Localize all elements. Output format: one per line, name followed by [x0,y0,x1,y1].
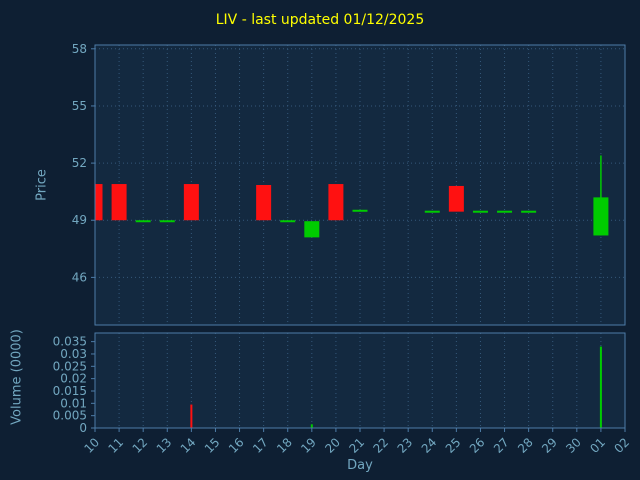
candles-layer [95,155,609,238]
x-tick-label: 20 [322,435,343,456]
volume-axis-label: Volume (0000) [9,329,25,425]
x-tick-label: 02 [611,435,632,456]
price-panel-border [94,44,626,326]
price-tick-label: 58 [72,42,87,56]
x-axis-label: Day [347,458,373,473]
volume-bar-day-01 [599,346,602,428]
volume-tick-label: 0 [79,421,87,435]
volume-tick-label: 0.02 [60,372,87,386]
x-tick-label: 26 [467,435,488,456]
candle-body-day-17 [256,185,272,221]
candle-body-day-25 [448,185,464,212]
candle-body-day-11 [111,184,127,221]
x-tick-label: 13 [154,435,175,456]
candle-body-day-18 [280,220,296,223]
candle-body-day-24 [424,210,440,213]
volume-tick-label: 0.015 [53,384,87,398]
candle-body-day-12 [135,220,151,223]
x-tick-label: 10 [81,435,102,456]
volume-panel-background [95,333,625,428]
x-tick-label: 14 [178,435,199,456]
candle-body-day-26 [472,210,488,213]
x-tick-label: 21 [346,435,367,456]
volume-tick-label: 0.01 [60,396,87,410]
price-tick-label: 46 [72,270,87,284]
x-tick-label: 19 [298,435,319,456]
candle-body-day-13 [159,220,175,223]
price-tick-label: 55 [72,99,87,113]
candle-body-day-28 [521,210,537,213]
x-tick-label: 30 [563,435,584,456]
price-tick-label: 52 [72,156,87,170]
x-tick-label: 12 [130,435,151,456]
x-tick-label: 11 [106,435,127,456]
candle-body-day-19 [304,221,320,238]
x-tick-label: 24 [419,435,440,456]
price-tick-label: 49 [72,213,87,227]
x-tick-label: 17 [250,435,271,456]
volume-tick-label: 0.03 [60,347,87,361]
candle-body-day-10 [95,184,103,221]
x-tick-label: 28 [515,435,536,456]
volume-bar-day-19 [310,424,313,428]
x-tick-label: 27 [491,435,512,456]
x-tick-label: 25 [443,435,464,456]
x-tick-label: 22 [371,435,392,456]
volume-bar-day-14 [190,404,193,428]
price-axis-label: Price [34,169,50,201]
volume-tick-label: 0.005 [53,409,87,423]
chart-title: LIV - last updated 01/12/2025 [215,12,425,28]
x-tick-label: 15 [202,435,223,456]
candle-body-day-14 [183,184,199,221]
x-tick-label: 01 [587,435,608,456]
volume-tick-label: 0.035 [53,335,87,349]
x-tick-label: 16 [226,435,247,456]
volume-tick-label: 0.025 [53,359,87,373]
x-tick-label: 23 [395,435,416,456]
x-tick-label: 29 [539,435,560,456]
candle-body-day-01 [593,197,609,236]
candle-body-day-21 [352,209,368,212]
x-tick-label: 18 [274,435,295,456]
candle-body-day-27 [497,210,513,213]
candle-body-day-20 [328,184,344,221]
